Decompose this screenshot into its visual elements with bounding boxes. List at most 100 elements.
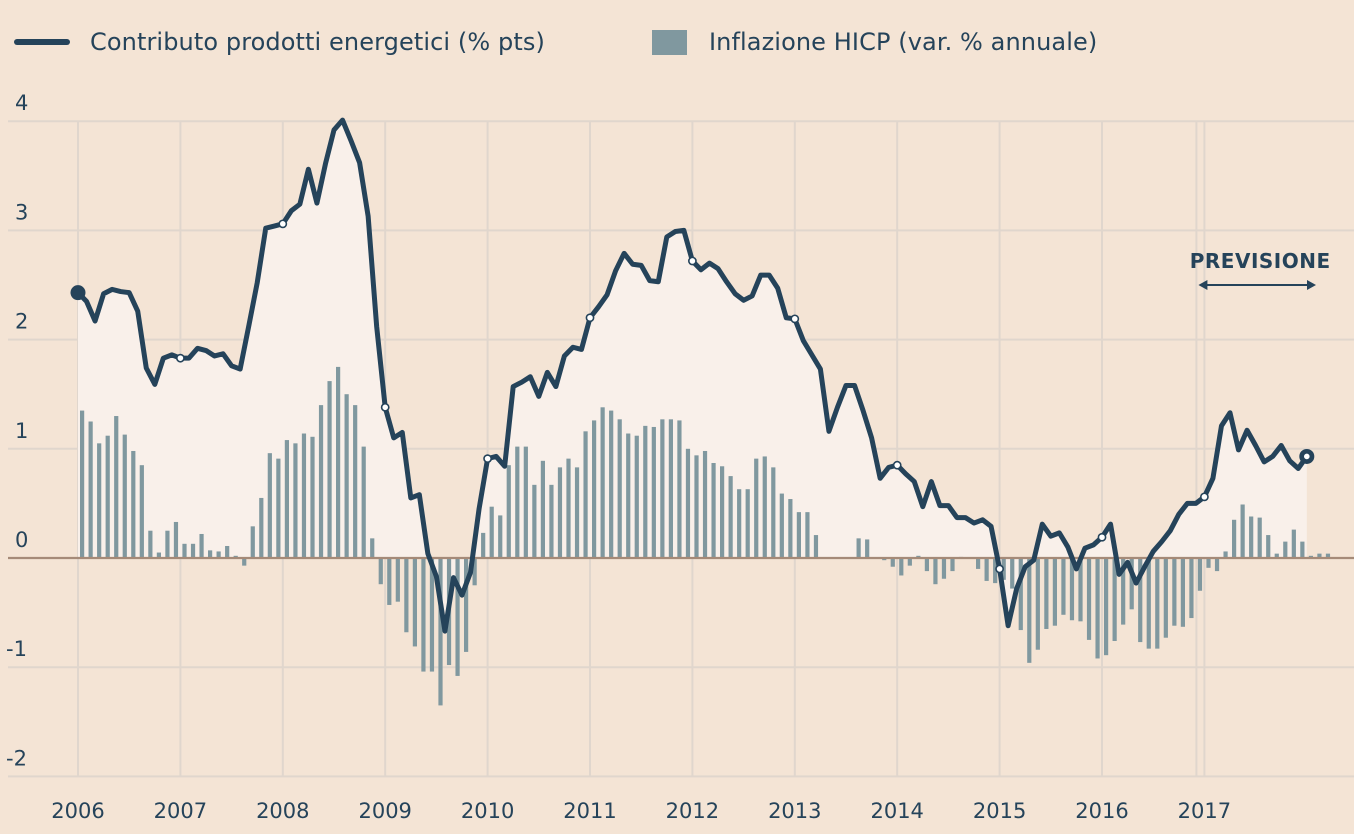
legend-bar-swatch xyxy=(652,29,687,55)
legend-line-swatch xyxy=(14,39,70,45)
bar xyxy=(737,489,742,558)
bar xyxy=(97,443,102,558)
bar xyxy=(242,558,247,566)
bar xyxy=(1172,558,1177,626)
bar xyxy=(634,435,639,558)
year-marker xyxy=(995,564,1004,574)
bar xyxy=(208,550,213,558)
x-tick-label: 2009 xyxy=(358,799,411,823)
bar xyxy=(105,435,110,558)
bar xyxy=(651,426,656,558)
bar xyxy=(344,394,349,558)
bar xyxy=(592,420,597,558)
arrow-left-icon xyxy=(1198,280,1208,290)
bar xyxy=(250,526,255,558)
bar xyxy=(609,410,614,558)
arrow-right-icon xyxy=(1307,280,1316,290)
bar xyxy=(182,543,187,558)
y-tick-label: 2 xyxy=(15,310,28,334)
bar xyxy=(80,410,85,558)
year-marker xyxy=(688,256,697,266)
bar xyxy=(318,405,324,558)
bar xyxy=(856,538,861,558)
x-tick-label: 2014 xyxy=(870,799,923,823)
x-tick-label: 2016 xyxy=(1075,799,1128,823)
line-markers xyxy=(70,219,1315,574)
bar xyxy=(1018,558,1023,631)
bar xyxy=(225,545,230,558)
legend-item-line[interactable]: Contributo prodotti energetici (% pts) xyxy=(14,22,545,62)
legend-bar-label: Inflazione HICP (var. % annuale) xyxy=(709,28,1098,56)
bar xyxy=(122,434,127,558)
bar xyxy=(950,558,955,572)
bar xyxy=(1223,551,1228,558)
bar xyxy=(404,558,409,633)
bar xyxy=(378,558,383,585)
bar xyxy=(336,366,341,558)
bar xyxy=(711,462,716,558)
bar xyxy=(148,530,153,558)
bar xyxy=(685,448,691,558)
x-tick-label: 2007 xyxy=(154,799,207,823)
bar xyxy=(762,456,767,558)
bar xyxy=(924,558,929,572)
bar xyxy=(156,552,161,558)
bar xyxy=(1291,529,1296,558)
x-tick-label: 2012 xyxy=(666,799,719,823)
bar xyxy=(557,467,563,558)
bar xyxy=(890,558,895,567)
area-path xyxy=(78,120,1307,632)
legend-item-bar[interactable]: Inflazione HICP (var. % annuale) xyxy=(652,22,1097,62)
x-tick-label: 2013 xyxy=(768,799,821,823)
bar xyxy=(805,512,810,558)
bar xyxy=(993,558,998,584)
bar xyxy=(1274,553,1279,558)
bar xyxy=(361,446,366,558)
bar xyxy=(865,539,870,558)
bar xyxy=(190,543,196,558)
bar xyxy=(1069,558,1075,621)
bar xyxy=(498,515,503,558)
bar xyxy=(353,405,358,558)
bar xyxy=(327,381,332,558)
bar xyxy=(1112,558,1117,641)
bar xyxy=(1180,558,1185,627)
bar xyxy=(540,460,545,558)
bar xyxy=(301,433,307,558)
bar xyxy=(754,458,759,558)
bar xyxy=(779,493,784,558)
bar xyxy=(1283,541,1288,558)
bar xyxy=(728,476,733,558)
bar xyxy=(1010,558,1015,589)
year-marker xyxy=(483,454,492,464)
bar xyxy=(796,512,801,558)
bar xyxy=(600,407,605,558)
x-tick-label: 2017 xyxy=(1178,799,1231,823)
forecast-annotation: PREVISIONE xyxy=(1190,249,1330,290)
bar xyxy=(1300,541,1305,558)
bar xyxy=(267,453,272,558)
y-tick-label: 0 xyxy=(15,528,28,552)
bar xyxy=(429,558,435,672)
bar xyxy=(899,558,904,576)
bar xyxy=(643,425,648,558)
bar xyxy=(455,558,460,676)
bar xyxy=(813,535,819,558)
bar xyxy=(173,521,179,558)
bar xyxy=(1163,558,1168,638)
bar-series xyxy=(80,366,1331,706)
bar xyxy=(574,467,580,558)
bar xyxy=(702,450,708,558)
bar xyxy=(506,465,511,558)
legend-line-label: Contributo prodotti energetici (% pts) xyxy=(90,28,545,56)
bar xyxy=(438,558,443,706)
bar xyxy=(1146,558,1151,649)
bar xyxy=(1197,558,1203,591)
x-tick-label: 2010 xyxy=(461,799,514,823)
bar xyxy=(88,421,93,558)
bar xyxy=(387,558,392,605)
bar xyxy=(216,551,221,558)
x-tick-label: 2015 xyxy=(973,799,1026,823)
line-area-fill xyxy=(78,120,1307,632)
bar xyxy=(745,489,750,558)
